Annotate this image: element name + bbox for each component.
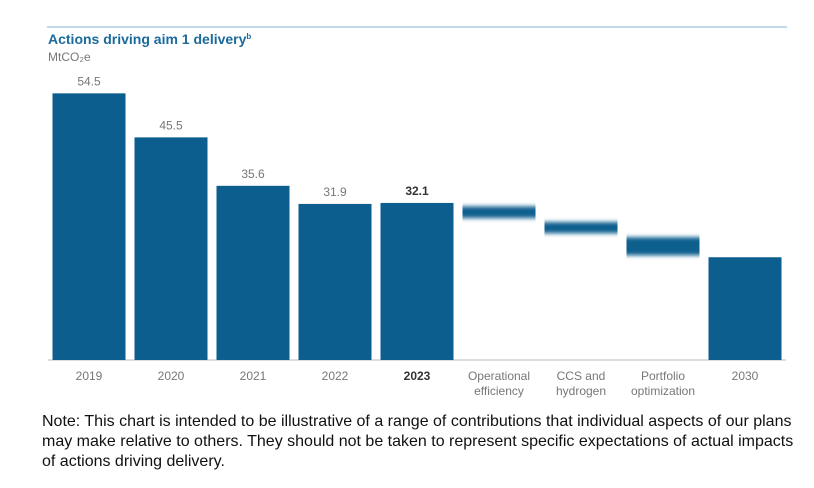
bar bbox=[216, 185, 290, 360]
contribution-range bbox=[462, 206, 536, 219]
x-tick-label: Operational bbox=[468, 369, 530, 383]
x-tick-label: Portfolio bbox=[641, 369, 685, 383]
bar bbox=[134, 137, 208, 360]
x-tick-label: efficiency bbox=[474, 384, 524, 398]
chart-title: Actions driving aim 1 deliveryb bbox=[48, 31, 251, 47]
title-text: Actions driving aim 1 delivery bbox=[48, 31, 247, 47]
contribution-range bbox=[626, 237, 700, 256]
x-tick-label: 2022 bbox=[322, 369, 349, 383]
value-label: 54.5 bbox=[77, 74, 101, 88]
chart: Actions driving aim 1 deliveryb MtCO₂e 5… bbox=[47, 26, 787, 398]
note: Note: This chart is intended to be illus… bbox=[42, 413, 794, 470]
bar bbox=[52, 93, 126, 360]
x-tick-label: 2023 bbox=[404, 369, 431, 383]
value-label: 32.1 bbox=[405, 184, 429, 198]
x-tick-label: hydrogen bbox=[556, 384, 606, 398]
value-label: 31.9 bbox=[323, 185, 347, 199]
x-tick-label: 2019 bbox=[76, 369, 103, 383]
x-tick-label: 2020 bbox=[158, 369, 185, 383]
x-tick-label: 2030 bbox=[732, 369, 759, 383]
x-tick-label: optimization bbox=[631, 384, 695, 398]
title-superscript: b bbox=[246, 32, 251, 41]
value-label: 35.6 bbox=[241, 167, 265, 181]
x-tick-label: CCS and bbox=[557, 369, 606, 383]
value-label: 45.5 bbox=[159, 118, 183, 132]
chart-subtitle: MtCO₂e bbox=[48, 50, 91, 64]
bar bbox=[708, 257, 782, 360]
x-tick-label: 2021 bbox=[240, 369, 267, 383]
bar bbox=[380, 202, 454, 360]
bar bbox=[298, 203, 372, 360]
contribution-range bbox=[544, 222, 618, 234]
